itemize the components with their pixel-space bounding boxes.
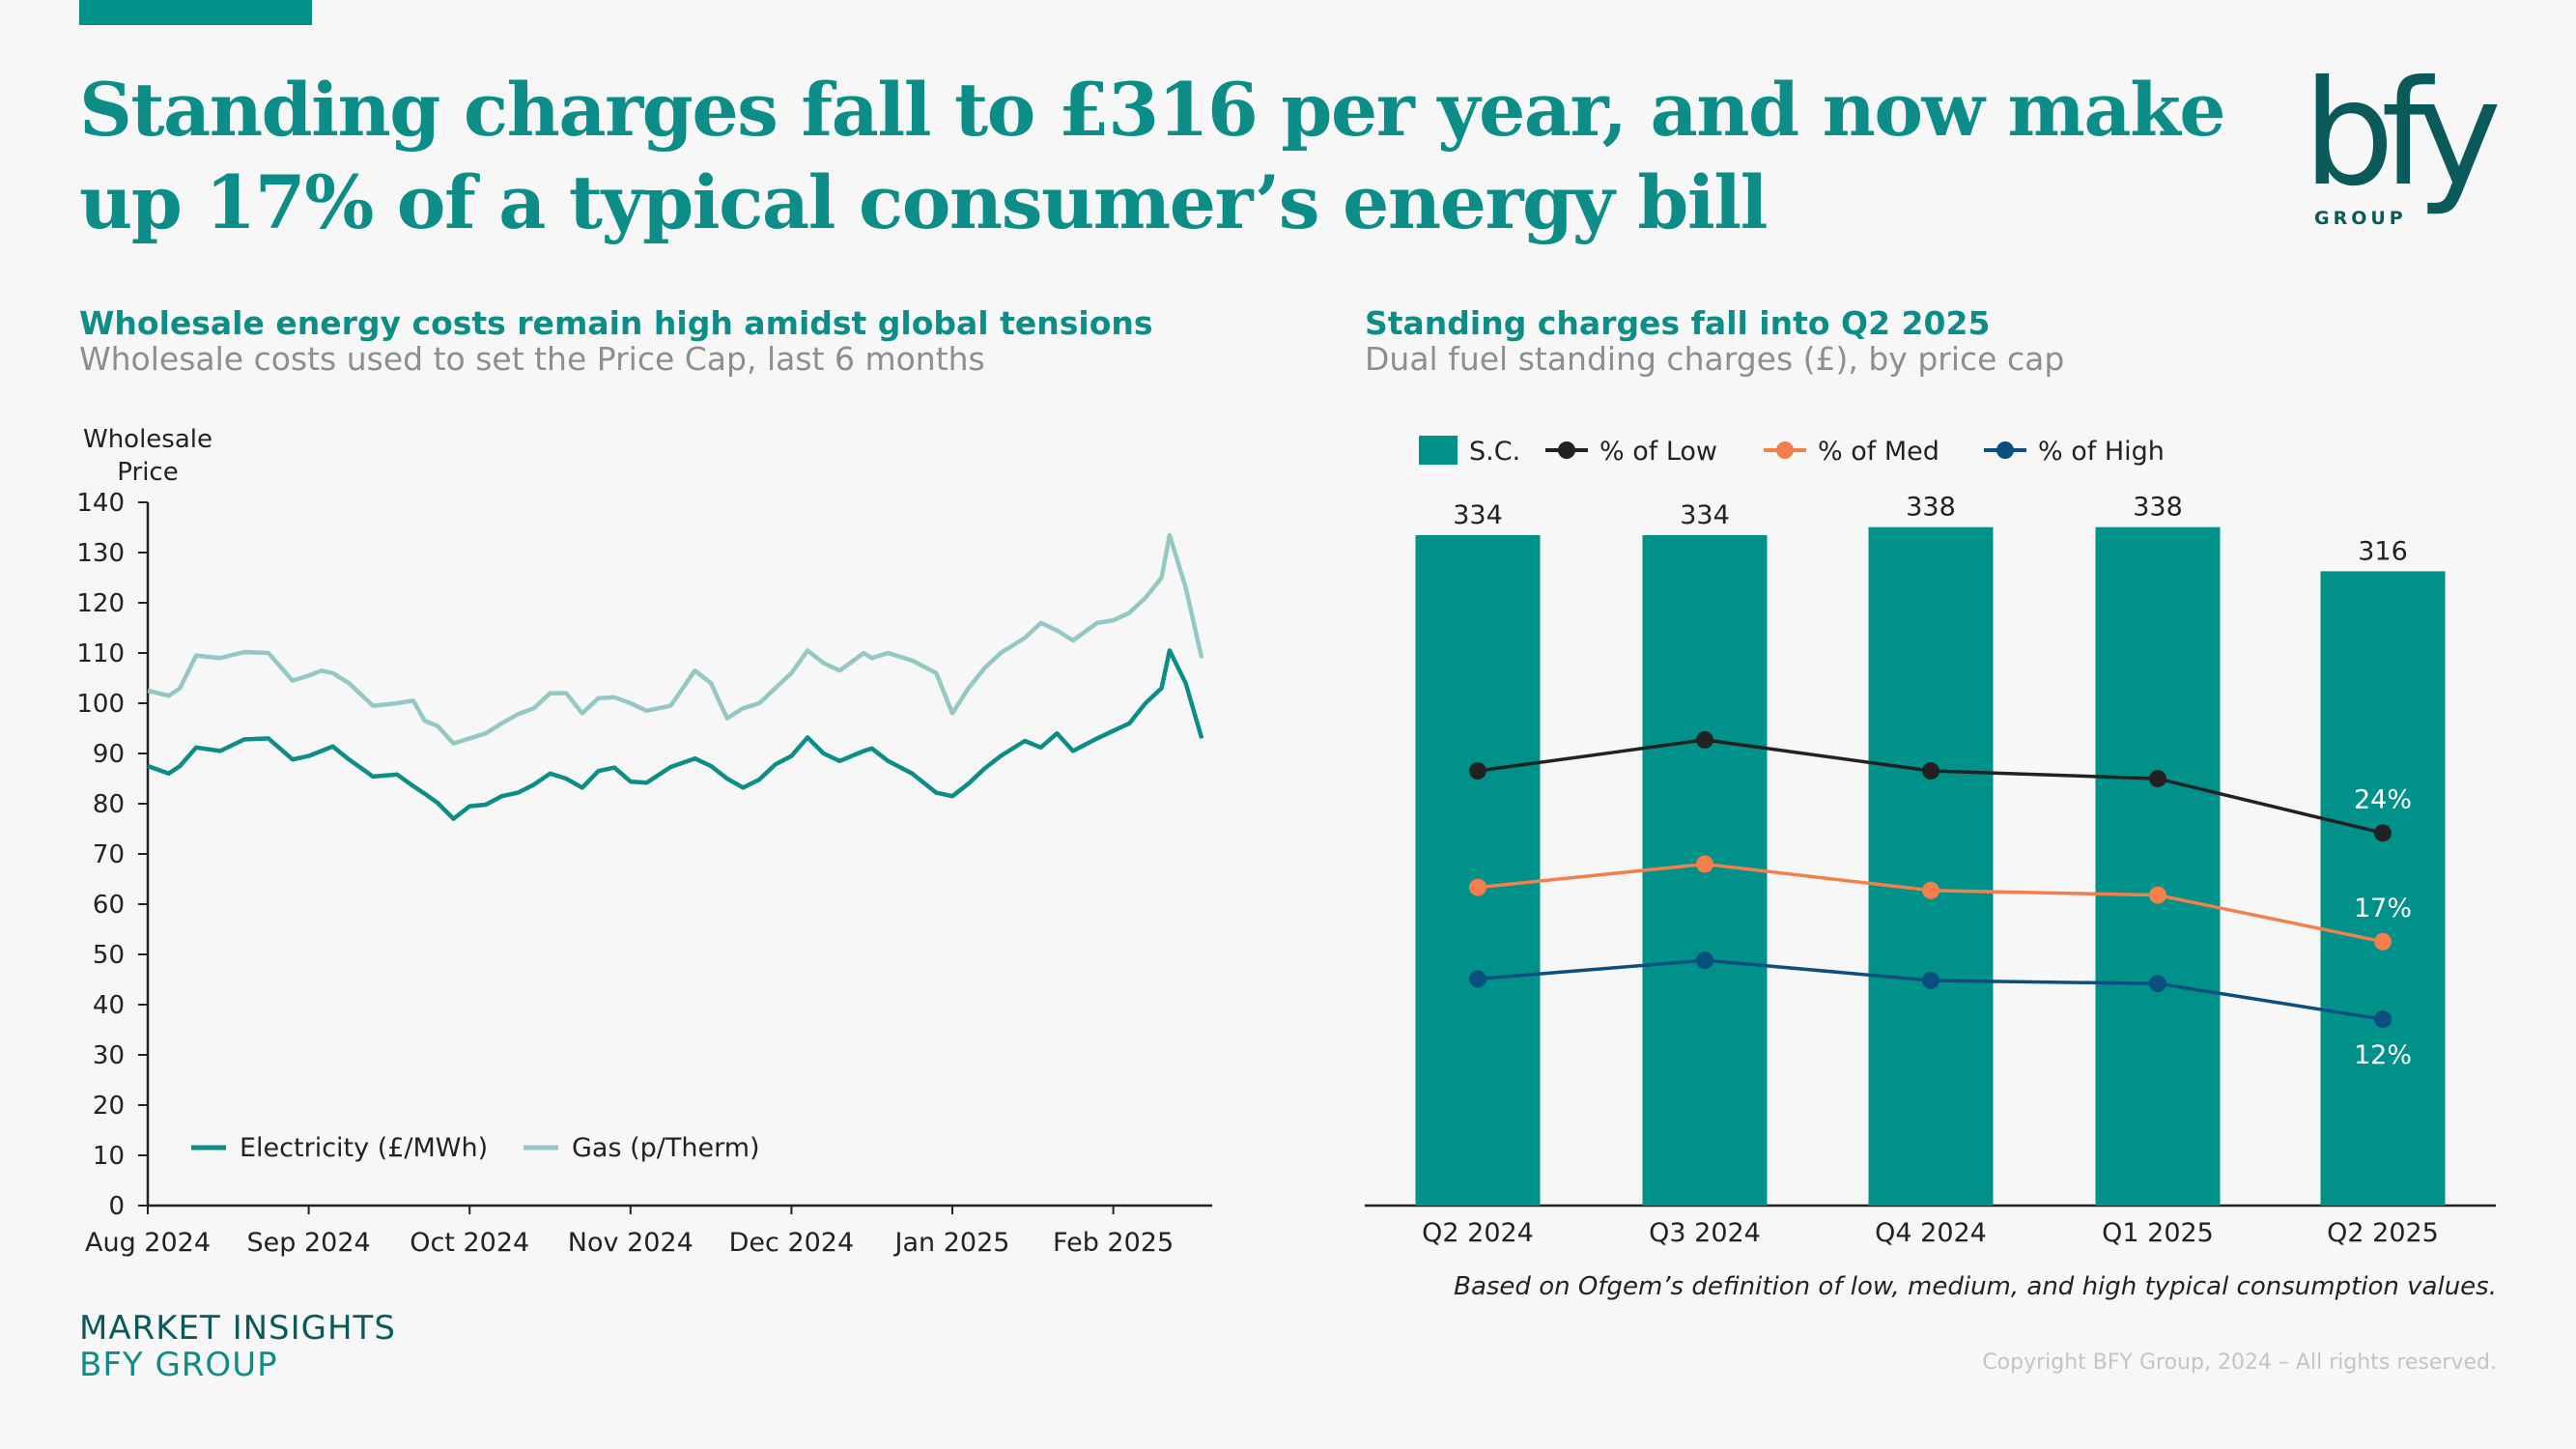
left-y-axis-label-line1: Wholesale [83,425,212,454]
right-chart-subtitle: Dual fuel standing charges (£), by price… [1365,340,2065,378]
left-x-tick-label: Jan 2025 [893,1228,1010,1258]
marker-pct-low [1469,762,1486,781]
left-y-tick-label: 90 [93,740,125,769]
footer-brand-line1: MARKET INSIGHTS [79,1309,396,1348]
left-y-tick-label: 130 [76,539,125,568]
left-y-tick-label: 30 [93,1041,125,1070]
bar-value-label: 334 [1680,500,1730,530]
left-y-tick-label: 70 [93,840,125,869]
marker-pct-med [1922,881,1939,899]
left-y-tick-label: 50 [93,941,125,970]
left-chart-subtitle: Wholesale costs used to set the Price Ca… [79,340,985,378]
legend-marker-high [1996,441,2014,459]
legend-marker-med [1776,441,1794,459]
left-y-tick-label: 80 [93,790,125,819]
legend-label-sc: S.C. [1469,437,1520,467]
right-x-tick-label: Q3 2024 [1649,1218,1761,1248]
marker-pct-high [1922,971,1939,989]
left-x-tick-label: Dec 2024 [729,1228,855,1258]
legend-label-low: % of Low [1599,437,1717,467]
marker-pct-high [1469,970,1486,988]
bfy-group-logo: bfy GROUP [2303,70,2502,229]
bar-sc [1868,526,1994,1206]
left-y-tick-label: 0 [108,1192,125,1221]
data-label-pct-high: 12% [2354,1040,2412,1070]
copyright-text: Copyright BFY Group, 2024 – All rights r… [1982,1350,2497,1375]
right-x-tick-label: Q4 2024 [1875,1218,1987,1248]
logo-wordmark: bfy [2303,70,2498,218]
right-x-tick-label: Q2 2024 [1422,1218,1534,1248]
data-label-pct-med: 17% [2354,894,2412,923]
standing-charges-bar-chart: Q2 2024 Q3 2024 Q4 2024 Q1 2025 Q2 2025 334 33… [1365,436,2496,1248]
gas-line [147,532,1204,746]
legend-marker-low [1558,441,1575,459]
legend-label-electricity-line: Electricity (£/MWh) [240,1133,488,1163]
left-x-tick-label: Oct 2024 [410,1228,529,1258]
marker-pct-med [1696,855,1713,873]
right-chart-title: Standing charges fall into Q2 2025 [1365,304,1991,342]
left-x-tick-label: Nov 2024 [568,1228,694,1258]
bar-value-label: 316 [2358,536,2408,566]
left-y-tick-label: 140 [76,489,125,518]
bar-value-label: 338 [2133,493,2183,523]
legend-label-gas-line: Gas (p/Therm) [572,1133,760,1163]
data-label-pct-low: 24% [2354,784,2412,814]
chart-footnote: Based on Ofgem’s definition of low, medi… [1454,1272,2497,1301]
bar-sc [2095,526,2221,1206]
left-x-tick-label: Feb 2025 [1053,1228,1174,1258]
left-y-tick-label: 10 [93,1142,125,1171]
marker-pct-high [1696,952,1713,970]
right-x-tick-label: Q1 2025 [2102,1218,2214,1248]
marker-pct-low [1696,730,1713,749]
marker-pct-low [2374,824,2392,842]
left-x-tick-label: Aug 2024 [85,1228,211,1258]
bar-value-label: 338 [1906,493,1956,523]
left-y-tick-label: 100 [76,690,125,719]
marker-pct-med [1469,878,1486,896]
logo-subtext: GROUP [2314,208,2407,229]
electricity-line [147,648,1204,821]
left-y-tick-label: 40 [93,991,125,1020]
marker-pct-high [2374,1010,2392,1029]
marker-pct-high [2149,975,2166,993]
left-y-tick-label: 120 [76,589,125,618]
left-x-tick-label: Sep 2024 [247,1228,371,1258]
page-title: Standing charges fall to £316 per year, … [79,67,2226,245]
left-y-tick-label: 20 [93,1092,125,1121]
legend-label-high: % of High [2038,437,2165,467]
bar-value-label: 334 [1453,500,1503,530]
accent-bar [79,0,312,25]
footer-brand-line2: BFY GROUP [79,1346,278,1384]
legend-swatch-sc [1419,436,1458,465]
marker-pct-med [2149,886,2166,904]
marker-pct-low [2149,770,2166,788]
bar-sc [2320,571,2446,1206]
right-x-tick-label: Q2 2025 [2327,1218,2439,1248]
marker-pct-med [2374,932,2392,951]
marker-pct-low [1922,762,1939,781]
left-y-tick-label: 110 [76,639,125,668]
wholesale-line-chart: 0 10 20 30 40 50 60 70 80 90 100 110 120 130 140 Aug 20… [76,489,1212,1258]
left-chart-title: Wholesale energy costs remain high amids… [79,304,1153,342]
legend-label-med: % of Med [1818,437,1939,467]
bar-sc [1415,535,1541,1206]
left-y-axis-label-line2: Price [117,458,178,487]
left-y-tick-label: 60 [93,891,125,920]
